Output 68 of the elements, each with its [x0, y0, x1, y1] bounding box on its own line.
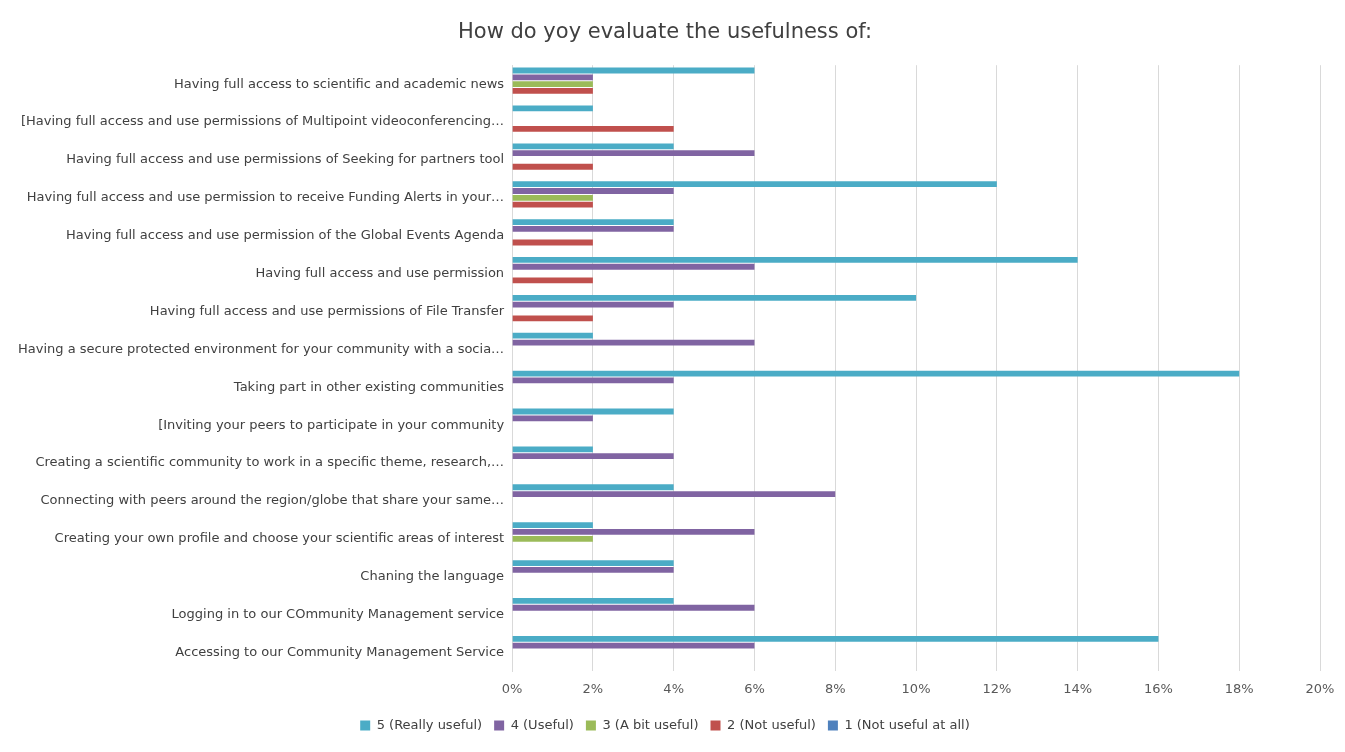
- bar: [512, 535, 593, 542]
- bar: [512, 163, 593, 170]
- bar: [512, 315, 593, 322]
- bar: [512, 150, 755, 156]
- bar: [512, 491, 836, 497]
- bar: [512, 560, 674, 566]
- y-tick-label: Having full access and use permission: [255, 264, 505, 280]
- bar: [512, 143, 674, 150]
- bar: [512, 301, 674, 308]
- x-tick-label: 10%: [901, 680, 931, 696]
- bar: [512, 81, 593, 88]
- bar: [512, 125, 674, 132]
- y-tick-label: Chaning the language: [360, 568, 505, 584]
- bar: [512, 642, 755, 649]
- bar: [512, 332, 593, 339]
- y-tick-label: Logging in to our COmmunity Management service: [171, 605, 505, 621]
- bar: [512, 529, 755, 535]
- y-tick-label: [Having full access and use permissions of Multipoint videoconferencing…: [20, 113, 505, 129]
- chart-title: How do yoy evaluate the usefulness of:: [458, 19, 872, 44]
- bar: [512, 566, 674, 573]
- y-tick-label: [Inviting your peers to participate in your community: [158, 416, 505, 432]
- y-tick-label: Having full access and use permissions of File Transfer: [149, 302, 505, 318]
- y-tick-label: Creating your own profile and choose your scientific areas of interest: [54, 530, 505, 546]
- bar: [512, 415, 593, 422]
- bar: [512, 598, 674, 604]
- bar: [512, 370, 1240, 377]
- bar: [512, 225, 674, 232]
- y-tick-label: Creating a scientific community to work in a specific theme, research,…: [35, 454, 505, 470]
- y-tick-label: Accessing to our Community Management Service: [175, 643, 505, 659]
- bar: [512, 88, 593, 94]
- y-tick-label: Taking part in other existing communities: [232, 378, 505, 394]
- legend-label: 1 (Not useful at all): [844, 716, 970, 732]
- y-tick-label: Having a secure protected environment for your community with a socia…: [17, 340, 505, 356]
- bar: [512, 194, 593, 201]
- x-tick-label: 0%: [501, 680, 523, 696]
- bar: [512, 604, 755, 611]
- x-tick-label: 6%: [744, 680, 765, 696]
- x-tick-label: 20%: [1305, 680, 1335, 696]
- bar: [512, 294, 917, 301]
- bar: [512, 522, 593, 529]
- x-tick-label: 8%: [824, 680, 846, 696]
- bar: [512, 219, 674, 225]
- bar: [512, 181, 997, 188]
- x-tick-label: 12%: [982, 680, 1012, 696]
- legend-label: 5 (Really useful): [376, 716, 483, 732]
- bar: [512, 484, 674, 491]
- x-tick-label: 4%: [663, 680, 684, 696]
- x-tick-label: 16%: [1143, 680, 1173, 696]
- bar: [512, 635, 1159, 642]
- y-tick-label: Having full access and use permissions of Seeking for partners tool: [66, 151, 505, 167]
- bar: [512, 188, 674, 194]
- legend-label: 2 (Not useful): [727, 716, 816, 732]
- y-tick-label: Having full access to scientific and academic news: [174, 75, 505, 91]
- x-tick-label: 18%: [1224, 680, 1254, 696]
- y-tick-label: Connecting with peers around the region/globe that share your same…: [40, 492, 505, 508]
- bar: [512, 446, 593, 453]
- bar: [512, 74, 593, 81]
- legend-label: 3 (A bit useful): [602, 716, 699, 732]
- y-tick-label: Having full access and use permission of the Global Events Agenda: [65, 227, 505, 243]
- y-tick-label: Having full access and use permission to receive Funding Alerts in your…: [26, 189, 505, 205]
- x-tick-label: 2%: [582, 680, 604, 696]
- legend-label: 4 (Useful): [510, 716, 574, 732]
- bar: [512, 257, 1078, 263]
- bar: [512, 263, 755, 270]
- bar: [512, 201, 593, 208]
- bar: [512, 453, 674, 460]
- bar: [512, 105, 593, 112]
- x-tick-label: 14%: [1063, 680, 1093, 696]
